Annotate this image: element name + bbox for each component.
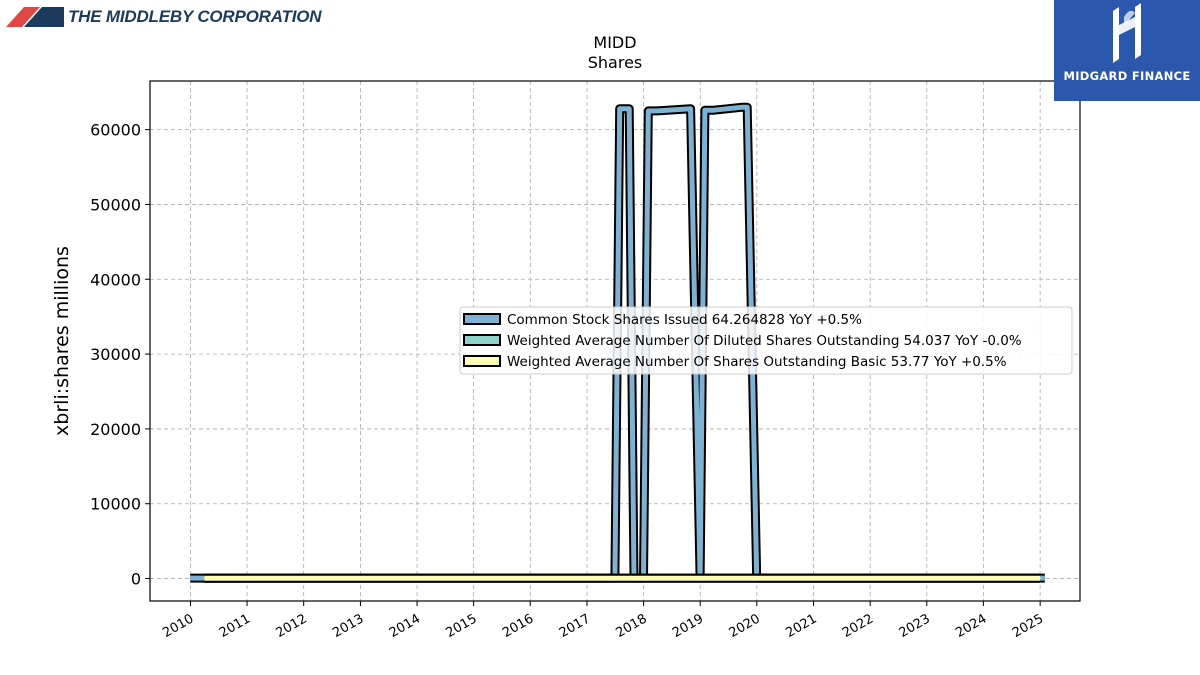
x-tick-label: 2011: [217, 611, 253, 641]
data-point: [746, 106, 748, 108]
legend-box: [459, 306, 1073, 375]
x-axis: 2010 2011 2012 2013 2014 2015 2016 2017 2018 2019…: [160, 601, 1046, 641]
middleby-logo-mark-icon: [6, 7, 64, 27]
y-tick-label: 40000: [90, 270, 141, 289]
x-tick-label: 2024: [953, 611, 989, 641]
y-axis: 0 10000 20000 30000 40000 50000 60000: [90, 121, 150, 589]
series-1: [189, 102, 1046, 583]
y-tick-label: 30000: [90, 345, 141, 364]
data-point: [690, 108, 692, 110]
x-tick-label: 2018: [613, 611, 649, 641]
x-tick-label: 2014: [387, 611, 423, 641]
x-tick-label: 2023: [897, 611, 933, 641]
data-point: [1039, 577, 1041, 579]
midgard-finance-logo: MIDGARD FINANCE: [1054, 0, 1200, 101]
chart-title: MIDD: [593, 33, 636, 52]
plot-frame: [149, 80, 1081, 602]
legend: Common Stock Shares Issued 64.264828 YoY…: [459, 306, 1073, 375]
data-point: [647, 110, 649, 112]
data-point: [704, 109, 706, 111]
y-tick-label: 20000: [90, 420, 141, 439]
legend-entry: Common Stock Shares Issued 64.264828 YoY…: [507, 312, 862, 328]
x-tick-label: 2013: [330, 611, 366, 641]
midgard-logo-mark-icon: [1113, 3, 1141, 63]
data-point: [741, 106, 743, 108]
data-point: [619, 108, 621, 110]
x-tick-label: 2019: [670, 611, 706, 641]
x-tick-label: 2020: [727, 611, 763, 641]
x-tick-label: 2025: [1010, 611, 1046, 641]
chart-subtitle: Shares: [588, 53, 643, 72]
series-3: [203, 573, 1041, 583]
y-axis-label: xbrli:shares millions: [51, 246, 73, 436]
data-point: [444, 577, 446, 579]
data-point: [189, 577, 191, 579]
data-point: [203, 577, 205, 579]
y-tick-label: 60000: [90, 121, 141, 140]
data-point: [1044, 577, 1046, 579]
legend-entry: Weighted Average Number Of Shares Outsta…: [507, 354, 1007, 370]
y-tick-label: 0: [131, 570, 141, 589]
x-tick-label: 2012: [274, 611, 310, 641]
midgard-finance-logo-text: MIDGARD FINANCE: [1063, 69, 1191, 83]
middleby-logo-text: THE MIDDLEBY CORPORATION: [68, 7, 322, 26]
data-point: [656, 110, 659, 112]
x-tick-label: 2015: [443, 611, 479, 641]
x-tick-label: 2017: [557, 611, 593, 641]
x-tick-label: 2010: [160, 611, 196, 641]
legend-swatch: [463, 313, 501, 325]
x-tick-label: 2022: [840, 611, 876, 641]
y-tick-label: 10000: [90, 495, 141, 514]
series-line: [190, 104, 1045, 581]
series-group: [189, 102, 1046, 583]
data-point: [472, 577, 475, 579]
x-tick-label: 2016: [500, 611, 536, 641]
legend-swatch: [463, 355, 501, 367]
legend-entry: Weighted Average Number Of Diluted Share…: [507, 333, 1022, 349]
data-point: [628, 108, 630, 110]
x-tick-label: 2021: [783, 611, 819, 641]
y-tick-label: 50000: [90, 195, 141, 214]
middleby-logo: THE MIDDLEBY CORPORATION: [6, 6, 322, 28]
data-point: [713, 109, 715, 111]
legend-swatch: [463, 334, 501, 346]
